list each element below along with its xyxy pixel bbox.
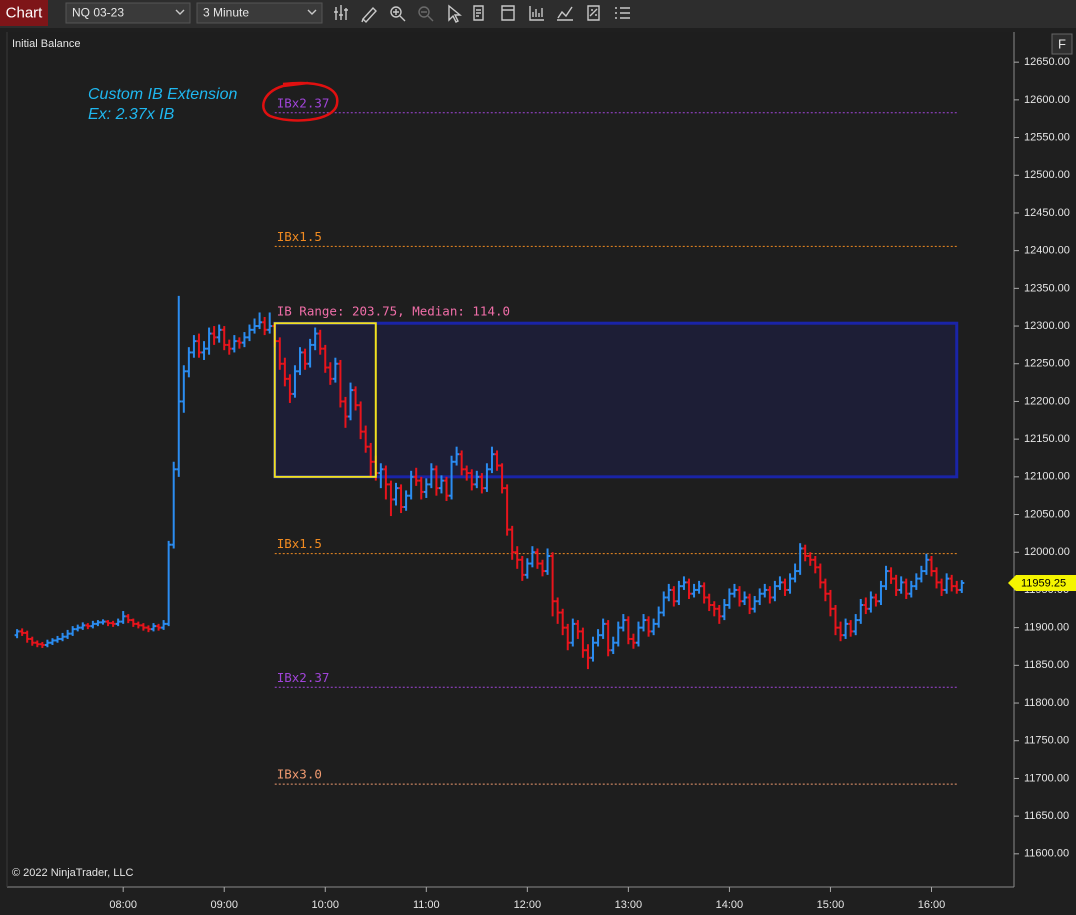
interval-label[interactable]: 3 Minute [203, 6, 249, 20]
ib-extension-label: IBx2.37 [277, 670, 330, 685]
y-tick-label: 12400.00 [1024, 245, 1070, 257]
zoom-out-icon[interactable] [418, 6, 430, 18]
bars-icon[interactable] [334, 5, 348, 20]
ib-projection-box [273, 321, 959, 479]
x-tick-label: 11:00 [413, 899, 440, 911]
y-tick-label: 12050.00 [1024, 508, 1070, 520]
pointer-icon[interactable] [448, 4, 462, 23]
y-tick-label: 12200.00 [1024, 395, 1070, 407]
y-tick-label: 12350.00 [1024, 282, 1070, 294]
y-tick-label: 12250.00 [1024, 358, 1070, 370]
zoom-out-mark[interactable] [421, 11, 434, 22]
plot-area [7, 32, 1014, 887]
instrument-dropdown[interactable] [65, 2, 191, 24]
zoom-in-icon[interactable] [390, 6, 402, 18]
chart-button[interactable] [0, 0, 48, 26]
y-tick-label: 12000.00 [1024, 546, 1070, 558]
y-tick-label: 12100.00 [1024, 471, 1070, 483]
templates-icon[interactable] [587, 5, 600, 21]
instrument-label[interactable]: NQ 03-23 [72, 6, 124, 20]
chart-layer: 11600.00 11650.00 11700.00 11750.00 11800.00… [14, 56, 1076, 911]
y-tick-label: 11800.00 [1024, 697, 1069, 709]
y-tick-label: 11850.00 [1024, 659, 1069, 671]
dropdown-arrow[interactable] [307, 9, 317, 15]
last-price-marker [1008, 574, 1076, 591]
chart-button-label[interactable]: Chart [6, 4, 44, 21]
annotation: Ex: 2.37x IB [88, 106, 175, 123]
x-tick-label: 12:00 [514, 899, 542, 911]
f-button-label[interactable]: F [1058, 36, 1066, 51]
y-tick-label: 11750.00 [1024, 735, 1069, 747]
y-tick-label: 11900.00 [1024, 622, 1069, 634]
x-tick-label: 09:00 [210, 899, 238, 911]
x-tick-label: 08:00 [109, 899, 137, 911]
copyright: © 2022 NinjaTrader, LLC [12, 867, 133, 879]
indicator-label: Initial Balance [12, 38, 81, 50]
y-tick-label: 12300.00 [1024, 320, 1070, 332]
y-tick-label: 12650.00 [1024, 56, 1070, 68]
toolbar-icons[interactable] [334, 4, 630, 24]
menu-icon[interactable] [615, 7, 630, 19]
ib-extension-label: IBx1.5 [277, 536, 322, 551]
y-tick-label: 12600.00 [1024, 94, 1070, 106]
x-tick-label: 15:00 [817, 899, 845, 911]
interval-dropdown[interactable] [196, 2, 323, 24]
draw-icon[interactable] [361, 6, 377, 24]
x-tick-label: 13:00 [615, 899, 643, 911]
annotation: Custom IB Extension [88, 86, 238, 103]
y-tick-label: 11700.00 [1024, 772, 1069, 784]
y-tick-label: 12450.00 [1024, 207, 1070, 219]
indicators-icon[interactable] [557, 6, 573, 21]
initial-balance-box [273, 322, 377, 478]
zoom-in-mark[interactable] [393, 9, 406, 22]
strategy-icon[interactable] [529, 6, 544, 21]
dropdown-arrow[interactable] [175, 9, 185, 15]
y-tick-label: 11600.00 [1024, 848, 1069, 860]
x-tick-label: 14:00 [716, 899, 744, 911]
ib-range-label: IB Range: 203.75, Median: 114.0 [277, 304, 510, 319]
y-tick-label: 12550.00 [1024, 131, 1070, 143]
y-tick-label: 11650.00 [1024, 810, 1069, 822]
last-price-label: 11959.25 [1021, 577, 1066, 589]
y-tick-label: 12500.00 [1024, 169, 1070, 181]
y-tick-label: 12150.00 [1024, 433, 1070, 445]
data-box-icon[interactable] [473, 5, 484, 21]
ib-extension-label: IBx1.5 [277, 229, 322, 244]
x-tick-label: 10:00 [312, 899, 340, 911]
f-button[interactable] [1051, 33, 1073, 55]
ib-extension-label: IBx2.37 [277, 95, 330, 110]
properties-icon[interactable] [501, 5, 515, 21]
ib-extension-label: IBx3.0 [277, 767, 322, 782]
hand-drawn-circle [262, 81, 339, 122]
x-tick-label: 16:00 [918, 899, 946, 911]
